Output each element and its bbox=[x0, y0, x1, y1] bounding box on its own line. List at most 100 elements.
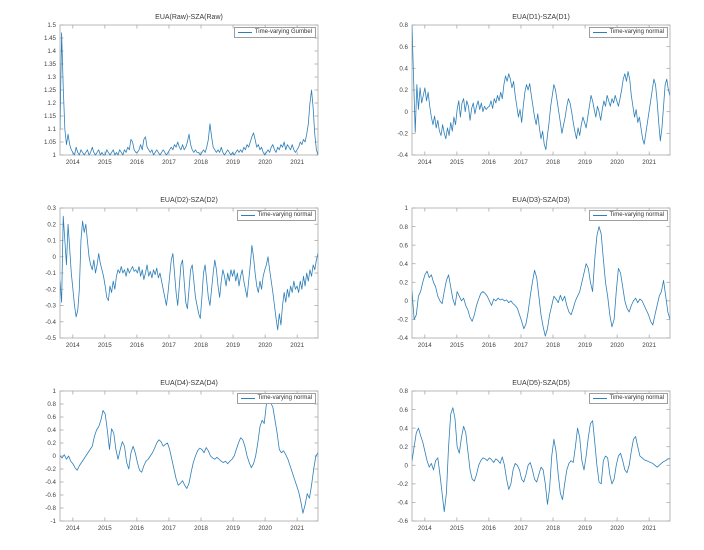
svg-text:0.4: 0.4 bbox=[399, 425, 408, 432]
svg-text:-0.2: -0.2 bbox=[45, 286, 56, 293]
svg-text:1.3: 1.3 bbox=[47, 74, 56, 81]
svg-text:2019: 2019 bbox=[226, 342, 240, 349]
svg-text:2015: 2015 bbox=[450, 159, 464, 166]
legend-label: Time-varying Gumbel bbox=[254, 29, 312, 35]
svg-text:0.1: 0.1 bbox=[47, 238, 56, 245]
svg-text:2017: 2017 bbox=[514, 342, 528, 349]
svg-text:2015: 2015 bbox=[98, 525, 112, 532]
chart-canvas-d3: -0.4 -0.2 0 0.2 0.4 0.6 0.8 1 2014 2015 2016 2017 20… bbox=[397, 205, 671, 349]
svg-text:2016: 2016 bbox=[130, 342, 144, 349]
panel-eua-d3-sza-d3: -0.4 -0.2 0 0.2 0.4 0.6 0.8 1 2014 2015 2016 2017 20… bbox=[352, 191, 704, 374]
svg-text:2014: 2014 bbox=[418, 342, 432, 349]
svg-text:2016: 2016 bbox=[130, 159, 144, 166]
svg-text:2016: 2016 bbox=[482, 342, 496, 349]
svg-text:2018: 2018 bbox=[546, 159, 560, 166]
svg-text:2017: 2017 bbox=[162, 159, 176, 166]
legend-box: Time-varying normal bbox=[236, 210, 316, 221]
svg-text:0: 0 bbox=[53, 254, 57, 261]
svg-text:0.4: 0.4 bbox=[399, 261, 408, 268]
svg-text:2016: 2016 bbox=[130, 525, 144, 532]
svg-text:0.6: 0.6 bbox=[399, 242, 408, 249]
legend-line-sample bbox=[240, 398, 255, 399]
legend-label: Time-varying normal bbox=[257, 212, 312, 218]
svg-text:0.6: 0.6 bbox=[399, 407, 408, 414]
chart-title: EUA(D5)-SZA(D5) bbox=[512, 380, 570, 387]
svg-text:2019: 2019 bbox=[578, 342, 592, 349]
chart-canvas-raw: 1 1.05 1.1 1.15 1.2 1.25 1.3 1.35 1.4 1.45 1.5 2014… bbox=[44, 22, 319, 166]
svg-text:2015: 2015 bbox=[450, 525, 464, 532]
svg-text:2019: 2019 bbox=[226, 159, 240, 166]
svg-text:2018: 2018 bbox=[194, 525, 208, 532]
svg-text:2019: 2019 bbox=[226, 525, 240, 532]
svg-text:2017: 2017 bbox=[162, 525, 176, 532]
svg-text:0: 0 bbox=[405, 298, 409, 305]
svg-text:2020: 2020 bbox=[258, 159, 272, 166]
svg-text:-0.3: -0.3 bbox=[45, 303, 56, 310]
svg-text:0.2: 0.2 bbox=[399, 444, 408, 451]
svg-text:0.8: 0.8 bbox=[47, 401, 56, 408]
svg-text:-0.4: -0.4 bbox=[397, 335, 408, 342]
svg-text:-0.6: -0.6 bbox=[45, 492, 56, 499]
svg-text:2019: 2019 bbox=[578, 525, 592, 532]
svg-text:-0.1: -0.1 bbox=[45, 270, 56, 277]
svg-text:-0.8: -0.8 bbox=[45, 505, 56, 512]
svg-text:0.8: 0.8 bbox=[399, 224, 408, 231]
svg-text:2020: 2020 bbox=[610, 159, 624, 166]
svg-text:2018: 2018 bbox=[546, 342, 560, 349]
svg-text:2014: 2014 bbox=[418, 159, 432, 166]
svg-text:2016: 2016 bbox=[482, 159, 496, 166]
svg-text:0.2: 0.2 bbox=[399, 87, 408, 94]
svg-text:0.2: 0.2 bbox=[47, 221, 56, 228]
svg-text:2017: 2017 bbox=[162, 342, 176, 349]
legend-box: Time-varying normal bbox=[588, 393, 668, 404]
legend-label: Time-varying normal bbox=[257, 395, 312, 401]
svg-text:2021: 2021 bbox=[290, 342, 304, 349]
svg-text:1.15: 1.15 bbox=[44, 113, 57, 120]
svg-text:2020: 2020 bbox=[258, 525, 272, 532]
chart-title: EUA(D2)-SZA(D2) bbox=[160, 197, 218, 204]
svg-text:2016: 2016 bbox=[482, 525, 496, 532]
svg-text:2017: 2017 bbox=[514, 159, 528, 166]
chart-canvas-d1: -0.4 -0.2 0 0.2 0.4 0.6 0.8 2014 2015 2016 2017 201… bbox=[397, 22, 671, 166]
svg-text:-0.4: -0.4 bbox=[45, 319, 56, 326]
svg-text:2015: 2015 bbox=[450, 342, 464, 349]
panel-eua-raw-sza-raw: 1 1.05 1.1 1.15 1.2 1.25 1.3 1.35 1.4 1.45 1.5 2014… bbox=[0, 8, 352, 191]
svg-text:1.05: 1.05 bbox=[44, 139, 57, 146]
legend-line-sample bbox=[592, 398, 607, 399]
svg-text:2021: 2021 bbox=[642, 159, 656, 166]
chart-title: EUA(D1)-SZA(D1) bbox=[512, 14, 570, 21]
legend-label: Time-varying normal bbox=[609, 29, 664, 35]
legend-line-sample bbox=[592, 32, 607, 33]
svg-text:0.8: 0.8 bbox=[399, 388, 408, 395]
svg-text:2021: 2021 bbox=[290, 159, 304, 166]
svg-text:-0.2: -0.2 bbox=[397, 131, 408, 138]
svg-text:0.6: 0.6 bbox=[47, 414, 56, 421]
legend-box: Time-varying normal bbox=[236, 393, 316, 404]
svg-text:2021: 2021 bbox=[290, 525, 304, 532]
svg-text:2020: 2020 bbox=[610, 525, 624, 532]
legend-label: Time-varying normal bbox=[609, 395, 664, 401]
panel-eua-d1-sza-d1: -0.4 -0.2 0 0.2 0.4 0.6 0.8 2014 2015 2016 2017 201… bbox=[352, 8, 704, 191]
legend-line-sample bbox=[592, 215, 607, 216]
legend-line-sample bbox=[240, 215, 255, 216]
chart-title: EUA(D3)-SZA(D3) bbox=[512, 197, 570, 204]
svg-text:1.2: 1.2 bbox=[47, 100, 56, 107]
svg-text:0: 0 bbox=[405, 109, 409, 116]
svg-text:0: 0 bbox=[53, 453, 57, 460]
svg-text:0.8: 0.8 bbox=[399, 22, 408, 29]
svg-text:-0.2: -0.2 bbox=[397, 317, 408, 324]
svg-text:-1: -1 bbox=[50, 518, 56, 525]
panel-eua-d5-sza-d5: -0.6 -0.4 -0.2 0 0.2 0.4 0.6 0.8 2014 2015 2016 201… bbox=[352, 374, 704, 550]
svg-text:1.5: 1.5 bbox=[47, 22, 56, 29]
legend-line-sample bbox=[237, 32, 252, 33]
svg-text:1: 1 bbox=[53, 388, 57, 395]
svg-text:1.35: 1.35 bbox=[44, 61, 57, 68]
svg-text:-0.4: -0.4 bbox=[45, 479, 56, 486]
svg-text:0.2: 0.2 bbox=[399, 279, 408, 286]
svg-text:1.25: 1.25 bbox=[44, 87, 57, 94]
svg-text:-0.5: -0.5 bbox=[45, 335, 56, 342]
svg-text:-0.4: -0.4 bbox=[397, 152, 408, 159]
chart-title: EUA(D4)-SZA(D4) bbox=[160, 380, 218, 387]
svg-text:2021: 2021 bbox=[642, 342, 656, 349]
